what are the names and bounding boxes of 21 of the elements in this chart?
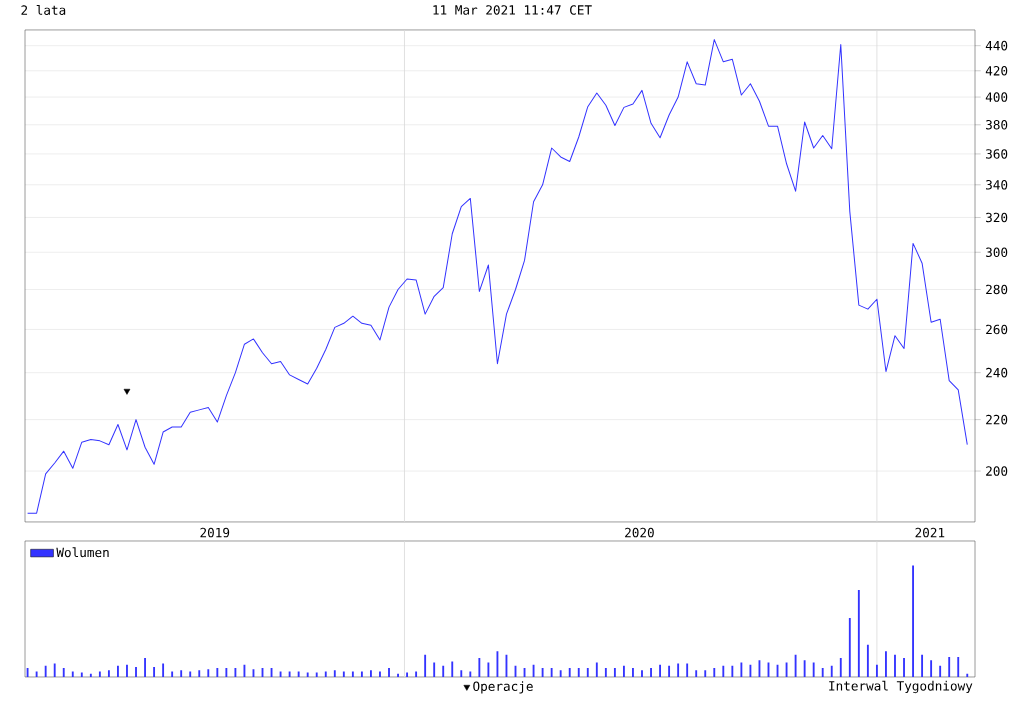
y-tick-label: 200 (986, 466, 1008, 476)
text: Interwal Tygodniowy (829, 680, 973, 694)
y-tick-label: 440 (985, 40, 1008, 51)
x-tick-label: 2020 (625, 527, 654, 538)
legend-label: Wolumen (56, 547, 109, 558)
y-tick-label: 360 (986, 149, 1008, 159)
x-tick-label: 2019 (200, 527, 230, 538)
y-tick-label: 260 (986, 324, 1008, 335)
chart-title: 2 lata (21, 5, 66, 15)
y-tick-label: 240 (986, 367, 1008, 378)
legend-label: Operacje (473, 681, 533, 694)
y-tick-label: 400 (985, 92, 1008, 102)
y-tick-label: 280 (986, 284, 1008, 295)
x-tick-label: 2021 (915, 527, 945, 538)
y-tick-label: 300 (986, 247, 1008, 258)
y-tick-label: 380 (986, 119, 1008, 130)
chart-subtitle: 11 Mar 2021 11:47 CET (433, 5, 592, 15)
y-tick-label: 340 (986, 179, 1008, 190)
y-tick-label: 420 (985, 65, 1008, 76)
y-tick-label: 220 (986, 414, 1008, 425)
y-tick-label: 320 (986, 212, 1008, 223)
